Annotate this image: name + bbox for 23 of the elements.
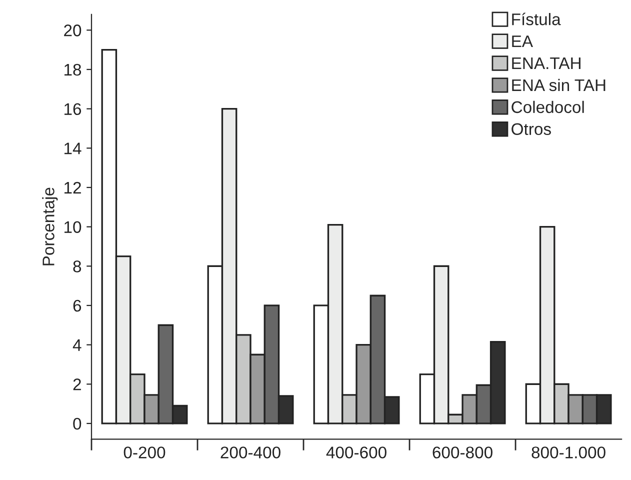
legend-label: ENA sin TAH [512, 78, 606, 92]
y-tick-label: 14 [64, 142, 82, 154]
legend-label: Coledocol [512, 100, 584, 114]
y-tick-label: 0 [73, 418, 82, 430]
legend-label: ENA.TAH [512, 58, 580, 69]
y-tick-label: 2 [73, 378, 81, 390]
legend-label: Fístula [512, 12, 561, 26]
legend-label: EA [512, 36, 534, 48]
x-tick-label: 600-800 [432, 446, 492, 458]
x-tick-label: 400-600 [326, 446, 386, 458]
y-tick-label: 4 [72, 339, 82, 351]
legend-label: Otros [512, 123, 551, 136]
x-tick-label: 800-1.000 [532, 446, 606, 458]
y-axis-title: Porcentaje [42, 188, 58, 266]
y-tick-label: 8 [73, 260, 82, 272]
y-tick-label: 18 [64, 64, 82, 76]
y-tick-label: 10 [64, 221, 82, 234]
y-tick-label: 6 [73, 300, 82, 312]
x-tick-label: 0-200 [124, 446, 166, 458]
x-tick-label: 200-400 [220, 446, 280, 458]
y-tick-label: 12 [64, 182, 81, 194]
y-tick-label: 20 [64, 24, 82, 36]
y-tick-label: 16 [64, 103, 82, 116]
